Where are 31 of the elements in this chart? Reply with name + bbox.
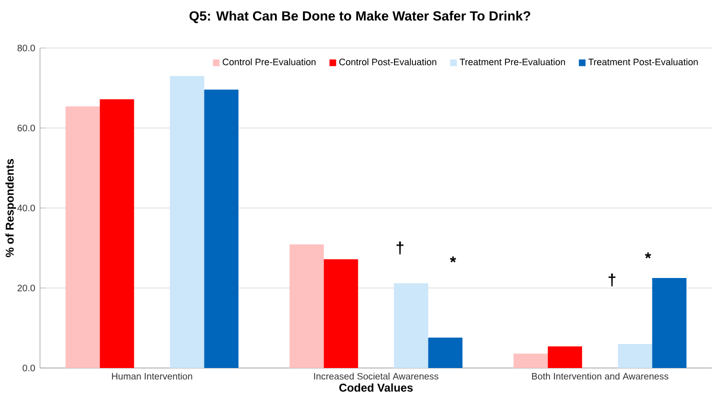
y-tick-label: 60.0 <box>18 124 35 132</box>
bar <box>428 338 462 368</box>
x-tick-label: Both Intervention and Awareness <box>532 372 668 380</box>
y-tick-label: 0.0 <box>22 364 35 372</box>
annotation: * <box>450 256 456 262</box>
legend-label: Treatment Post-Evaluation <box>588 58 698 66</box>
legend-label: Treatment Pre-Evaluation <box>460 58 565 66</box>
bar <box>394 283 428 368</box>
bar <box>548 346 582 368</box>
y-tick-label: 80.0 <box>18 44 35 52</box>
bar <box>204 90 238 368</box>
x-tick-label: Human Intervention <box>112 372 192 380</box>
annotation: † <box>396 242 404 254</box>
bar <box>100 99 134 368</box>
x-axis-title: Coded Values <box>339 383 413 392</box>
bar <box>170 76 204 368</box>
bar <box>290 244 324 368</box>
bar <box>324 259 358 368</box>
annotation: * <box>644 252 652 258</box>
x-tick-label: Increased Societal Awareness <box>314 372 438 380</box>
y-tick-label: 40.0 <box>17 204 35 212</box>
chart-title: Q5: What Can Be Done to Make Water Safer To Drink? <box>190 10 530 24</box>
legend-label: Control Pre-Evaluation <box>222 58 316 66</box>
bar <box>618 344 652 368</box>
bar <box>66 106 100 368</box>
bar <box>514 354 548 368</box>
annotation: † <box>608 274 616 286</box>
legend-label: Control Post-Evaluation <box>339 58 436 66</box>
y-axis-title: % of Respondents <box>5 159 16 258</box>
bar <box>652 278 686 368</box>
y-tick-label: 20.0 <box>18 284 35 292</box>
